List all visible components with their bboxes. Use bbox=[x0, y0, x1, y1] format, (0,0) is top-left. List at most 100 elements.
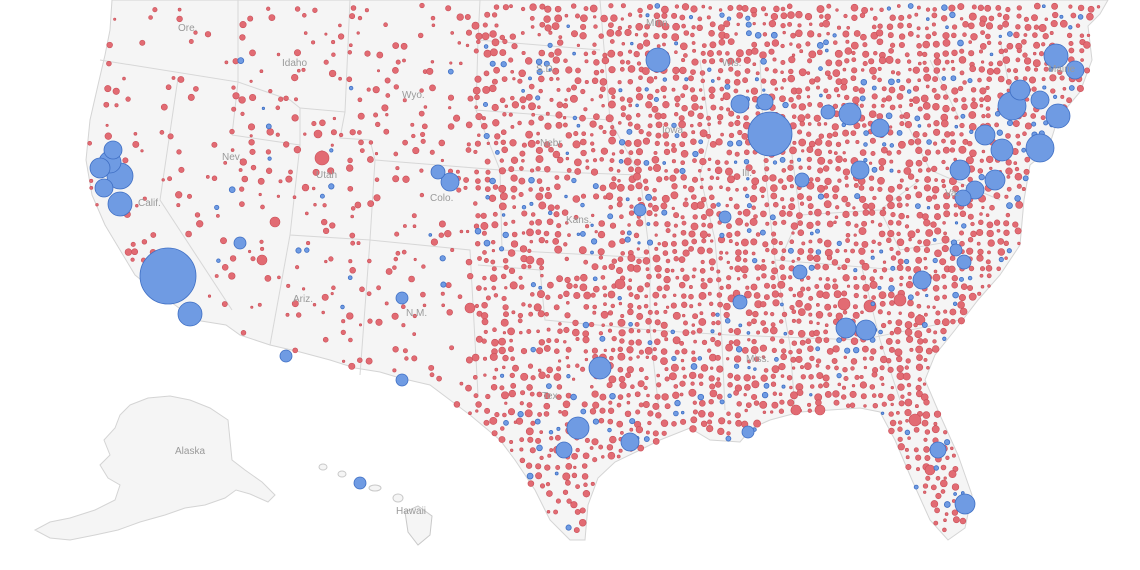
state-label-nebr: Nebr. bbox=[540, 138, 564, 149]
rep-bubble-1273 bbox=[456, 187, 462, 193]
rep-bubble-508 bbox=[1025, 66, 1031, 72]
rep-bubble-836 bbox=[311, 121, 317, 127]
rep-bubble-1160 bbox=[590, 168, 599, 176]
rep-bubble-2170 bbox=[502, 331, 507, 335]
rep-bubble-157 bbox=[762, 22, 766, 26]
rep-bubble-2571 bbox=[561, 409, 569, 417]
dem-bubble-23 bbox=[1007, 31, 1013, 37]
rep-bubble-440 bbox=[1015, 57, 1021, 63]
rep-bubble-2061 bbox=[932, 305, 936, 309]
rep-bubble-2352 bbox=[428, 364, 435, 371]
rep-bubble-1424 bbox=[835, 205, 840, 210]
rep-bubble-886 bbox=[959, 122, 965, 129]
rep-bubble-1786 bbox=[421, 264, 426, 269]
rep-bubble-1833 bbox=[979, 266, 986, 272]
dem-bubble-210 bbox=[347, 275, 353, 281]
rep-bubble-2100 bbox=[797, 308, 806, 316]
rep-bubble-1281 bbox=[538, 186, 545, 192]
rep-bubble-840 bbox=[421, 123, 428, 130]
rep-bubble-1006 bbox=[869, 137, 876, 144]
rep-bubble-231 bbox=[826, 31, 830, 36]
dem-bubble-75 bbox=[1053, 94, 1058, 99]
dem-bubble-286 bbox=[904, 429, 911, 436]
rep-bubble-901 bbox=[303, 132, 307, 136]
rep-bubble-2425 bbox=[786, 374, 793, 381]
rep-bubble-1609 bbox=[141, 239, 148, 245]
rep-bubble-2138 bbox=[698, 318, 707, 326]
rep-bubble-83 bbox=[593, 15, 597, 19]
dem-bubble-296 bbox=[953, 492, 957, 496]
rep-bubble-437 bbox=[988, 61, 994, 67]
rep-bubble-2291 bbox=[826, 348, 834, 355]
rep-bubble-547 bbox=[761, 78, 767, 84]
rep-bubble-1576 bbox=[633, 232, 640, 239]
state-label-tex: Tex. bbox=[542, 391, 560, 402]
rep-bubble-2478 bbox=[922, 382, 927, 386]
rep-bubble-145 bbox=[644, 23, 650, 30]
rep-bubble-1256 bbox=[915, 178, 919, 183]
rep-bubble-1231 bbox=[669, 174, 677, 182]
rep-bubble-2634 bbox=[620, 431, 624, 435]
rep-bubble-457 bbox=[510, 69, 515, 74]
rep-bubble-413 bbox=[743, 56, 751, 64]
rep-bubble-2332 bbox=[753, 356, 760, 362]
rep-bubble-2356 bbox=[527, 363, 534, 369]
rep-bubble-1657 bbox=[959, 240, 965, 247]
dem-bubble-150 bbox=[645, 193, 652, 201]
rep-bubble-1447 bbox=[475, 213, 481, 219]
rep-bubble-1548 bbox=[930, 221, 937, 228]
rep-bubble-2099 bbox=[791, 309, 797, 315]
rep-bubble-1262 bbox=[967, 176, 973, 183]
rep-bubble-77 bbox=[529, 15, 535, 21]
rep-bubble-1205 bbox=[167, 176, 173, 182]
rep-bubble-2517 bbox=[887, 393, 895, 402]
rep-bubble-510 bbox=[1043, 66, 1049, 72]
rep-bubble-407 bbox=[691, 58, 699, 66]
rep-bubble-135 bbox=[530, 25, 535, 29]
rep-bubble-206 bbox=[548, 30, 553, 35]
rep-bubble-690 bbox=[909, 98, 913, 102]
rep-bubble-1153 bbox=[519, 166, 524, 171]
rep-bubble-610 bbox=[774, 87, 779, 91]
rep-bubble-1092 bbox=[521, 159, 525, 163]
rep-bubble-1642 bbox=[801, 241, 806, 246]
hawaii-island-big bbox=[404, 505, 433, 546]
dem-bubble-27 bbox=[674, 41, 679, 46]
dem-bubble-73 bbox=[859, 95, 866, 102]
rep-bubble-336 bbox=[617, 50, 624, 57]
rep-bubble-2437 bbox=[917, 377, 922, 382]
rep-bubble-666 bbox=[647, 93, 654, 100]
rep-bubble-483 bbox=[788, 68, 794, 75]
rep-bubble-542 bbox=[700, 78, 706, 84]
rep-bubble-1487 bbox=[916, 211, 924, 219]
rep-bubble-2018 bbox=[481, 301, 488, 309]
rep-bubble-865 bbox=[728, 121, 734, 127]
rep-bubble-519 bbox=[291, 73, 299, 82]
rep-bubble-2605 bbox=[598, 417, 605, 424]
rep-bubble-289 bbox=[780, 43, 785, 49]
rep-bubble-1457 bbox=[628, 210, 635, 216]
rep-bubble-1605 bbox=[996, 228, 1001, 233]
rep-bubble-52 bbox=[971, 4, 977, 10]
rep-bubble-811 bbox=[797, 114, 806, 123]
rep-bubble-2134 bbox=[654, 319, 661, 326]
rep-bubble-328 bbox=[521, 50, 526, 56]
rep-bubble-2071 bbox=[480, 312, 489, 320]
rep-bubble-432 bbox=[944, 59, 950, 65]
rep-bubble-489 bbox=[851, 67, 858, 74]
dem-bubble-30 bbox=[957, 39, 964, 47]
rep-bubble-1520 bbox=[673, 223, 678, 228]
rep-bubble-1373 bbox=[896, 196, 902, 202]
dem-bubble-135 bbox=[871, 166, 878, 173]
rep-bubble-1813 bbox=[771, 267, 779, 275]
rep-bubble-918 bbox=[602, 129, 607, 135]
rep-bubble-1008 bbox=[908, 139, 915, 146]
rep-bubble-2240 bbox=[770, 336, 776, 342]
rep-bubble-2147 bbox=[796, 318, 802, 324]
rep-bubble-2055 bbox=[879, 300, 886, 307]
rep-bubble-2394 bbox=[472, 374, 478, 380]
rep-bubble-1321 bbox=[941, 183, 947, 189]
rep-bubble-1463 bbox=[692, 214, 698, 220]
rep-bubble-2750 bbox=[574, 508, 581, 515]
rep-bubble-1278 bbox=[498, 184, 507, 193]
